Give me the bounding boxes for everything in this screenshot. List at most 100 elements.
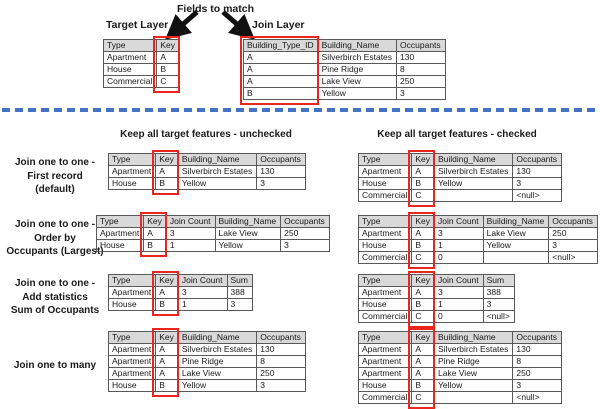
table-header-row: Type Key Join Count Sum bbox=[107, 274, 254, 287]
table-cell: Apartment bbox=[102, 51, 158, 64]
table-cell: Yellow bbox=[317, 87, 398, 100]
column-header: Key bbox=[155, 331, 179, 344]
match-arrows bbox=[164, 10, 256, 40]
table-row: House B Yellow 3 bbox=[357, 177, 563, 190]
table-row: A Silverbirch Estates 130 bbox=[243, 51, 446, 64]
column-header: Type bbox=[102, 39, 158, 52]
table-cell: B bbox=[411, 379, 435, 392]
label-line: First record bbox=[27, 170, 83, 182]
column-header: Type bbox=[107, 331, 157, 344]
table-cell: 1 bbox=[434, 239, 484, 252]
table-cell bbox=[433, 391, 514, 404]
table-row: Apartment A 3 Lake View 250 bbox=[357, 227, 598, 240]
table-cell: 3 bbox=[226, 298, 254, 311]
table-cell: 1 bbox=[165, 239, 216, 252]
table-cell: 0 bbox=[434, 251, 484, 264]
data-table: Type Key Join Count Sum Apartment A 3 388 House B… bbox=[107, 274, 254, 311]
column-header: Type bbox=[357, 274, 413, 287]
table-cell bbox=[433, 189, 514, 202]
join-one-to-one-add-statistics-label: Join one to one - Add statistics Sum of Oc… bbox=[2, 277, 108, 318]
table-row: Apartment A Silverbirch Estates 130 bbox=[357, 165, 563, 178]
table-header-row: Type Key Join Count Building_Name Occupants bbox=[95, 215, 330, 228]
table-cell: 3 bbox=[256, 379, 306, 392]
table-cell: Apartment bbox=[107, 165, 157, 178]
column-header: Sum bbox=[482, 274, 515, 287]
table-row: Apartment A Pine Ridge 8 bbox=[357, 355, 563, 368]
table-cell: House bbox=[95, 239, 145, 252]
column-header: Building_Name bbox=[177, 331, 258, 344]
data-table: Type Key Building_Name Occupants Apartment A S… bbox=[357, 153, 563, 202]
table-cell: A bbox=[411, 343, 435, 356]
table-row: House B bbox=[102, 63, 180, 76]
table-header-row: Building_Type_ID Building_Name Occupants bbox=[243, 39, 446, 52]
table-cell: Yellow bbox=[177, 379, 258, 392]
table-cell: Lake View bbox=[433, 367, 514, 380]
table-row: House B 1 Yellow 3 bbox=[95, 239, 330, 252]
label-line: Add statistics bbox=[22, 291, 88, 303]
table-row: House B 1 Yellow 3 bbox=[357, 239, 598, 252]
table-cell: A bbox=[155, 286, 179, 299]
table-row: Apartment A 3 Lake View 250 bbox=[95, 227, 330, 240]
table-cell: Silverbirch Estates bbox=[317, 51, 398, 64]
join-one-to-one-first-record-label: Join one to one - First record (default) bbox=[2, 156, 108, 197]
table-cell bbox=[482, 251, 550, 264]
table-cell: Yellow bbox=[433, 379, 514, 392]
label-line: Sum of Occupants bbox=[10, 305, 100, 316]
join-one-to-one-order-by-label: Join one to one - Order by Occupants (Larg… bbox=[2, 218, 108, 259]
table-cell: 3 bbox=[434, 286, 484, 299]
column-header: Key bbox=[411, 274, 435, 287]
table-cell: 8 bbox=[396, 63, 446, 76]
column-header: Type bbox=[357, 331, 413, 344]
table-cell: B bbox=[411, 239, 435, 252]
table-cell: 1 bbox=[434, 298, 484, 311]
table-cell: A bbox=[243, 51, 319, 64]
table-cell: Apartment bbox=[357, 286, 413, 299]
table-row: Apartment A 3 388 bbox=[357, 286, 515, 299]
table-cell: A bbox=[155, 343, 179, 356]
table-cell: Commercial bbox=[357, 189, 413, 202]
table-row: House B Yellow 3 bbox=[107, 177, 306, 190]
result-table-one-to-many-checked: Type Key Building_Name Occupants Apartment A S… bbox=[357, 328, 563, 409]
table-row: Commercial C <null> bbox=[357, 391, 563, 404]
column-header: Occupants bbox=[396, 39, 446, 52]
table-cell: 3 bbox=[177, 286, 228, 299]
data-table: Type Key Building_Name Occupants Apartment A S… bbox=[107, 153, 306, 190]
table-cell: House bbox=[107, 177, 157, 190]
table-cell: A bbox=[411, 286, 435, 299]
table-cell: <null> bbox=[512, 189, 563, 202]
table-cell: Commercial bbox=[357, 310, 413, 323]
table-cell: B bbox=[155, 177, 179, 190]
column-header: Building_Type_ID bbox=[243, 39, 319, 52]
table-header-row: Type Key Building_Name Occupants bbox=[357, 331, 563, 344]
table-cell: 130 bbox=[396, 51, 446, 64]
table-cell: Apartment bbox=[357, 165, 413, 178]
table-cell: A bbox=[156, 51, 180, 64]
table-cell: 3 bbox=[434, 227, 484, 240]
table-cell: A bbox=[143, 227, 167, 240]
result-table-order-by-unchecked: Type Key Join Count Building_Name Occupants A… bbox=[95, 212, 330, 257]
table-cell: 3 bbox=[482, 298, 515, 311]
table-cell: 250 bbox=[548, 227, 598, 240]
table-cell: A bbox=[243, 63, 319, 76]
result-table-first-record-checked: Type Key Building_Name Occupants Apartment A S… bbox=[357, 150, 563, 207]
column-header: Sum bbox=[226, 274, 254, 287]
table-cell: A bbox=[411, 227, 435, 240]
data-table: Type Key Join Count Sum Apartment A 3 388 House B… bbox=[357, 274, 515, 323]
table-row: Apartment A Lake View 250 bbox=[357, 367, 563, 380]
column-header: Join Count bbox=[177, 274, 228, 287]
table-row: Apartment A Lake View 250 bbox=[107, 367, 306, 380]
keep-unchecked-header: Keep all target features - unchecked bbox=[120, 129, 292, 140]
table-cell: 8 bbox=[256, 355, 306, 368]
table-cell: A bbox=[155, 165, 179, 178]
table-cell: C bbox=[411, 251, 435, 264]
table-cell: <null> bbox=[512, 391, 563, 404]
table-cell: 130 bbox=[256, 343, 306, 356]
table-cell: 3 bbox=[280, 239, 330, 252]
column-header: Occupants bbox=[280, 215, 330, 228]
table-cell: <null> bbox=[482, 310, 515, 323]
label-line: Join one to many bbox=[13, 360, 97, 371]
label-line: Occupants (Largest) bbox=[6, 246, 104, 257]
column-header: Join Count bbox=[165, 215, 216, 228]
table-row: House B 1 3 bbox=[357, 298, 515, 311]
column-header: Join Count bbox=[434, 215, 484, 228]
